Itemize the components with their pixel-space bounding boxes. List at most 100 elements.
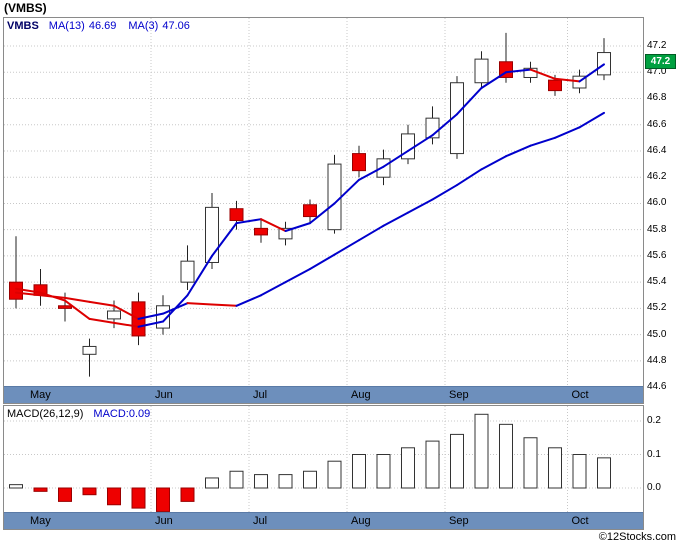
macd-legend: MACD(26,12,9) MACD:0.09 xyxy=(7,408,150,420)
y-axis-tick-label: 45.8 xyxy=(647,223,667,235)
ma-line-segment xyxy=(333,239,360,256)
candle-down xyxy=(58,305,72,309)
ma-line-segment xyxy=(529,68,556,80)
month-axis-label: May xyxy=(30,515,51,527)
y-axis-tick-label: 44.6 xyxy=(647,381,667,393)
ma-line-segment xyxy=(64,299,91,320)
macd-chart-canvas xyxy=(4,406,643,512)
ma-line-segment xyxy=(15,291,42,297)
macd-panel: May Jun Jul Aug Sep Oct xyxy=(3,405,644,530)
ma-line-segment xyxy=(505,144,532,158)
macd-bar-positive xyxy=(548,447,562,489)
candle-down xyxy=(9,281,23,300)
ma13-label: MA(13) xyxy=(48,20,85,32)
ma-line-segment xyxy=(333,178,360,205)
credit-link[interactable]: ©12Stocks.com xyxy=(598,531,676,543)
macd-bar-positive xyxy=(205,477,219,489)
y-axis-tick-label: 47.0 xyxy=(647,66,667,78)
ma-line-segment xyxy=(529,136,556,147)
macd-bar-positive xyxy=(474,413,489,489)
macd-bar-negative xyxy=(180,487,195,502)
ma-line-segment xyxy=(284,222,311,232)
macd-month-axis: May Jun Jul Aug Sep Oct xyxy=(4,512,643,529)
month-axis-label: Jul xyxy=(253,389,268,401)
macd-bar-positive xyxy=(450,433,464,489)
macd-bar-positive xyxy=(425,440,440,489)
y-axis-tick-label: 44.8 xyxy=(647,354,667,366)
macd-bar-positive xyxy=(597,457,611,489)
price-chart-legend: VMBS MA(13) 46.69 MA(3) 47.06 xyxy=(7,20,202,32)
y-axis-tick-label: 0.0 xyxy=(647,482,661,493)
ma-line-segment xyxy=(480,155,507,171)
ma-line-segment xyxy=(162,294,189,323)
month-axis-label: Jul xyxy=(253,515,268,527)
macd-bar-positive xyxy=(303,470,317,489)
candle-up xyxy=(278,227,293,240)
candle-down xyxy=(548,79,562,92)
macd-bar-positive xyxy=(401,447,415,489)
ma-line-segment xyxy=(235,218,262,225)
ma-line-segment xyxy=(309,253,336,271)
page-title: (VMBS) xyxy=(4,1,47,15)
month-axis-label: Oct xyxy=(571,389,589,401)
ma-line-segment xyxy=(480,71,507,89)
month-axis-label: Oct xyxy=(571,515,589,527)
ma13-value: 46.69 xyxy=(88,20,117,32)
macd-bar-positive xyxy=(9,484,23,489)
ma-line-segment xyxy=(358,165,385,181)
ma-line-segment xyxy=(260,281,287,297)
macd-bar-positive xyxy=(376,454,391,489)
y-axis-tick-label: 46.8 xyxy=(647,92,667,104)
ma-line-segment xyxy=(137,320,164,328)
candle-up xyxy=(327,163,342,231)
candle-up xyxy=(450,82,464,155)
price-month-axis: May Jun Jul Aug Sep Oct xyxy=(4,386,643,403)
y-axis-tick-label: 0.1 xyxy=(647,448,661,460)
symbol-label: VMBS xyxy=(7,20,39,32)
month-axis-label: May xyxy=(30,389,51,401)
macd-bar-negative xyxy=(156,487,170,512)
macd-bar-positive xyxy=(572,454,587,489)
macd-bar-positive xyxy=(254,474,268,489)
ma-line-segment xyxy=(382,211,409,227)
month-axis-label: Sep xyxy=(449,389,469,401)
ma-line-segment xyxy=(407,198,434,214)
macd-value-label: MACD:0.09 xyxy=(93,408,151,420)
y-axis-tick-label: 45.2 xyxy=(647,302,667,314)
ma-line-segment xyxy=(137,312,164,320)
ma-line-segment xyxy=(113,321,140,328)
macd-bar-positive xyxy=(229,470,244,489)
macd-bar-positive xyxy=(523,437,538,489)
ma-line-segment xyxy=(578,111,605,129)
ma-line-segment xyxy=(260,218,287,232)
price-chart-panel: May Jun Jul Aug Sep Oct xyxy=(3,17,644,404)
ma-line-segment xyxy=(554,126,581,139)
y-axis-tick-label: 45.6 xyxy=(647,249,667,261)
ma-line-segment xyxy=(211,303,238,307)
ma-line-segment xyxy=(456,168,483,187)
macd-params-label: MACD(26,12,9) xyxy=(7,408,84,420)
month-axis-label: Jun xyxy=(155,389,173,401)
y-axis-tick-label: 45.0 xyxy=(647,328,667,340)
ma3-value: 47.06 xyxy=(162,20,190,32)
last-price-badge: 47.2 xyxy=(645,54,676,69)
ma-line-segment xyxy=(211,222,238,257)
candle-up xyxy=(180,260,195,283)
macd-bar-negative xyxy=(33,487,48,492)
ma-line-segment xyxy=(358,224,385,242)
macd-bar-positive xyxy=(327,460,342,489)
ma-line-segment xyxy=(88,300,115,307)
ma-line-segment xyxy=(578,63,605,83)
y-axis-tick-label: 47.2 xyxy=(647,40,667,51)
y-axis-tick-label: 0.2 xyxy=(647,415,661,426)
macd-bar-positive xyxy=(499,423,513,489)
price-chart-canvas xyxy=(4,18,643,386)
candle-up xyxy=(205,206,219,263)
macd-bar-negative xyxy=(82,487,97,496)
candle-up xyxy=(474,58,489,84)
y-axis-tick-label: 46.0 xyxy=(647,197,667,209)
y-axis-tick-label: 46.6 xyxy=(647,118,667,130)
ma-line-segment xyxy=(431,184,458,201)
candle-up xyxy=(107,310,121,320)
ma-line-segment xyxy=(431,113,458,137)
